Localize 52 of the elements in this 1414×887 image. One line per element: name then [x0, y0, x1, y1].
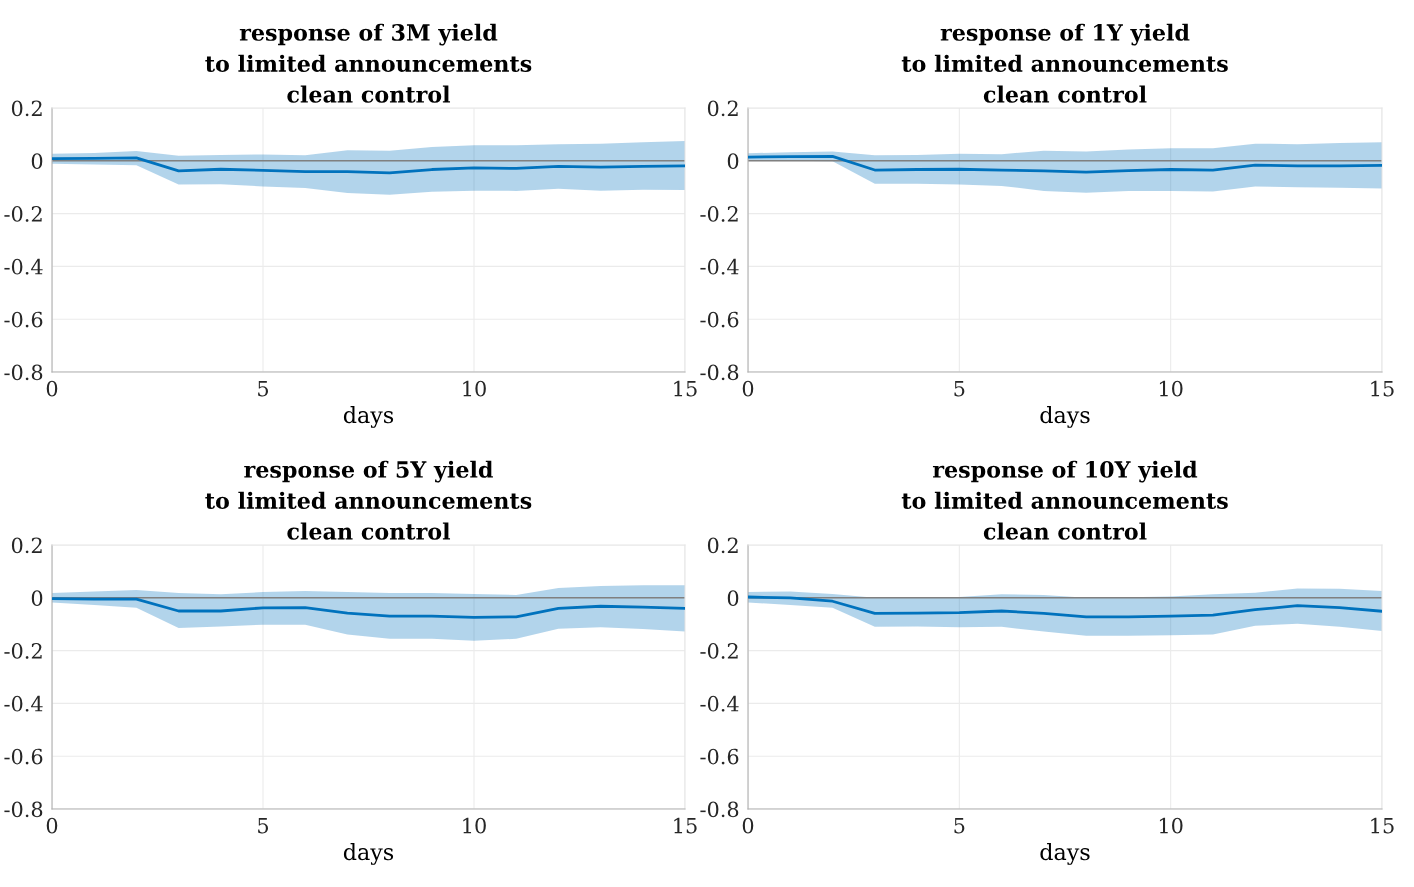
x-axis-title: days [1040, 843, 1090, 865]
x-tick-label: 5 [258, 380, 269, 397]
line-series [52, 156, 685, 175]
y-tick-label: -0.8 [4, 801, 43, 818]
x-tick-label: 5 [954, 380, 965, 397]
x-tick-label: 0 [742, 817, 754, 834]
x-tick-label: 10 [463, 817, 486, 834]
y-tick-label: -0.4 [4, 695, 43, 712]
y-tick-label: 0.2 [707, 537, 738, 554]
x-tick-label: 15 [1371, 817, 1394, 834]
y-tick-label: -0.2 [4, 206, 42, 222]
y-tick-label: -0.6 [4, 748, 43, 765]
x-tick-label: 0 [46, 380, 58, 397]
y-tick-label: 0 [727, 153, 739, 170]
x-axis-title: days [343, 406, 394, 428]
line-series [748, 595, 1382, 619]
x-tick-label: 0 [742, 380, 754, 397]
y-tick-label: 0 [31, 590, 43, 607]
x-tick-label: 15 [674, 380, 697, 397]
line-series [748, 154, 1382, 174]
x-tick-label: 0 [46, 817, 58, 834]
x-tick-label: 5 [954, 817, 965, 834]
y-tick-label: -0.6 [4, 311, 43, 328]
chart-title: response of 1Y yield to limited announcements clean control [901, 23, 1228, 103]
y-tick-label: -0.4 [4, 258, 43, 275]
y-tick-label: -0.4 [700, 695, 739, 712]
line-series [52, 597, 685, 619]
x-tick-label: 10 [1159, 817, 1183, 834]
x-axis-title: days [343, 843, 394, 865]
y-tick-label: 0 [727, 590, 739, 607]
x-axis-title: days [1040, 406, 1090, 428]
y-tick-label: 0.2 [11, 537, 42, 554]
x-tick-label: 15 [674, 817, 697, 834]
chart-title: response of 3M yield to limited announcements clean control [205, 23, 532, 103]
y-tick-label: 0.2 [11, 100, 42, 117]
y-tick-label: -0.2 [700, 206, 738, 222]
y-tick-label: -0.2 [4, 643, 42, 659]
x-tick-label: 15 [1371, 380, 1394, 397]
x-tick-label: 10 [1159, 380, 1183, 397]
x-tick-label: 5 [258, 817, 269, 834]
y-tick-label: -0.6 [700, 748, 739, 765]
y-tick-label: -0.8 [700, 801, 739, 818]
chart-title: response of 5Y yield to limited announcements clean control [205, 460, 532, 540]
chart-title: response of 10Y yield to limited announcements clean control [901, 460, 1228, 540]
y-tick-label: -0.6 [700, 311, 739, 328]
y-tick-label: -0.2 [700, 643, 738, 659]
y-tick-label: 0 [31, 153, 43, 170]
y-tick-label: -0.8 [4, 364, 43, 381]
y-tick-label: -0.4 [700, 258, 739, 275]
y-tick-label: -0.8 [700, 364, 739, 381]
x-tick-label: 10 [463, 380, 486, 397]
y-tick-label: 0.2 [707, 100, 738, 117]
